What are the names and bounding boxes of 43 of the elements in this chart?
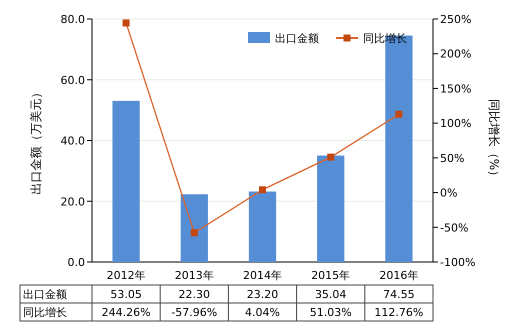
point	[190, 229, 198, 236]
bar	[180, 194, 208, 262]
data-label: 112.76%	[374, 306, 424, 319]
y2-tick-label: -100%	[440, 256, 476, 269]
text: 出口金额	[23, 288, 67, 301]
x-tick-label: 2015年	[311, 269, 350, 282]
x-tick-label: 2013年	[174, 269, 214, 282]
data-label: 53.05	[110, 288, 142, 301]
y-tick-label: 40.0	[60, 134, 85, 148]
data-label: 51.03%	[310, 306, 352, 319]
data-label: 4.04%	[245, 306, 280, 319]
data-label: 22.30	[178, 288, 210, 301]
data-label: -57.96%	[171, 306, 218, 319]
point	[259, 186, 266, 194]
y2-tick-label: -50%	[440, 221, 468, 234]
x-tick-label: 2014年	[243, 269, 282, 282]
y-axis-title: 出口金额（万美元）	[29, 86, 43, 194]
data-label: 74.55	[383, 288, 415, 301]
point	[327, 154, 334, 161]
bar	[317, 156, 344, 262]
x-tick-label: 2016年	[379, 269, 418, 282]
data-label: 23.20	[246, 288, 278, 301]
legend-label: 同比增长	[363, 32, 407, 45]
point	[122, 19, 130, 26]
y2-tick-label: 50%	[440, 152, 464, 165]
x-tick-label: 2012年	[106, 269, 146, 282]
y2-tick-label: 250%	[440, 13, 472, 26]
y-tick-label: 20.0	[60, 195, 85, 208]
y2-tick-label: 0%	[440, 186, 458, 200]
y2-tick-label: 200%	[440, 48, 472, 61]
y-tick-label: 60.0	[60, 74, 85, 87]
text: 同比增长	[23, 306, 67, 319]
bar	[248, 192, 276, 262]
y2-tick-label: 100%	[440, 117, 472, 130]
y2-axis-title: 同比增长（%）	[487, 98, 501, 182]
data-label: 244.26%	[102, 306, 151, 319]
bar	[112, 100, 140, 262]
y-tick-label: 80.0	[60, 13, 85, 26]
y-tick-label: 0.0	[68, 256, 85, 269]
legend-label: 出口金额	[275, 32, 319, 45]
y2-tick-label: 150%	[440, 82, 472, 96]
data-label: 35.04	[314, 288, 346, 301]
point	[395, 110, 402, 118]
